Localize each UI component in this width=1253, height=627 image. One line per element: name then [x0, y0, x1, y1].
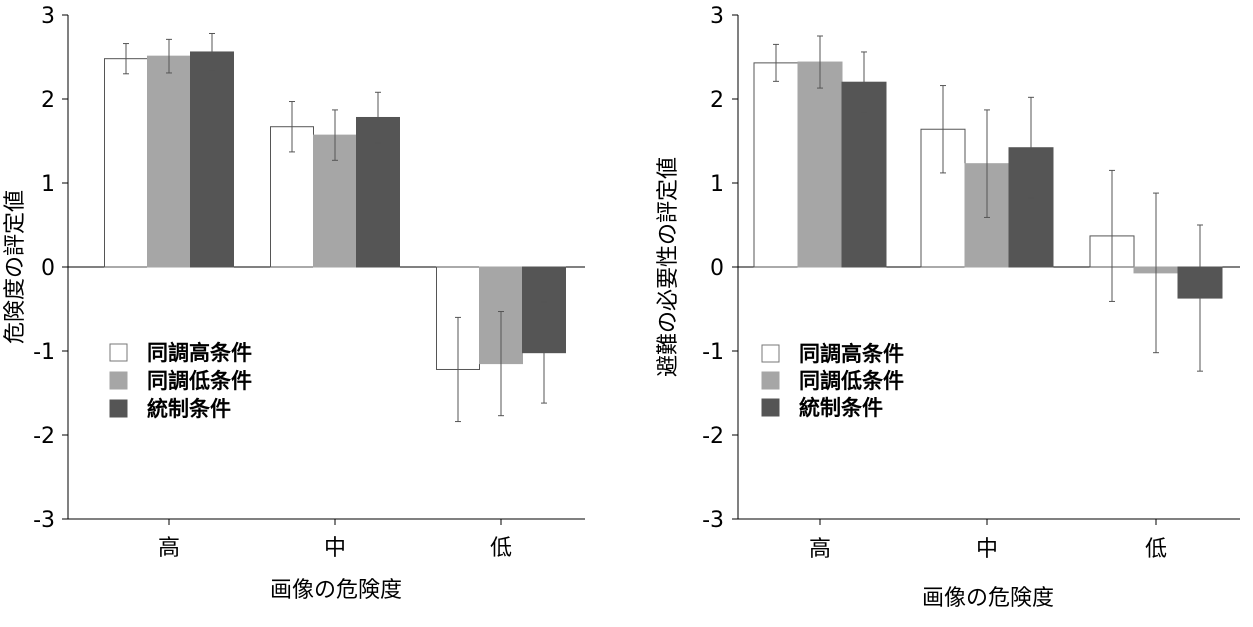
- legend-swatch: [109, 343, 128, 362]
- y-tick-label: -2: [702, 424, 724, 449]
- bar: [797, 61, 843, 268]
- y-axis-label: 危険度の評定値: [3, 190, 28, 344]
- legend-label: 同調高条件: [147, 341, 252, 365]
- x-tick-label: 低: [1145, 537, 1167, 562]
- legend-label: 同調低条件: [147, 369, 252, 393]
- x-tick-label: 低: [490, 536, 512, 561]
- y-tick-label: 3: [710, 4, 724, 29]
- legend-label: 統制条件: [147, 397, 231, 421]
- y-axis-label: 避難の必要性の評定値: [656, 157, 681, 377]
- y-tick-label: 3: [41, 4, 55, 29]
- x-tick-label: 高: [809, 537, 831, 562]
- y-tick-label: -2: [33, 424, 55, 449]
- y-tick-label: 0: [710, 256, 724, 281]
- bar: [147, 55, 191, 268]
- y-tick-label: -1: [702, 340, 724, 365]
- bar: [190, 51, 234, 268]
- legend-swatch: [109, 399, 128, 418]
- y-tick-label: 2: [710, 88, 724, 113]
- legend-swatch: [761, 398, 780, 417]
- y-tick-label: -3: [33, 508, 55, 533]
- y-tick-label: 0: [41, 256, 55, 281]
- x-tick-label: 中: [324, 536, 346, 561]
- y-tick-label: 1: [41, 172, 55, 197]
- bar: [841, 81, 887, 268]
- x-axis-label: 画像の危険度: [270, 578, 402, 603]
- bar: [356, 116, 400, 268]
- x-tick-label: 高: [158, 536, 180, 561]
- bar: [104, 58, 148, 268]
- chart-panel-evacuation-rating: -3 -2 -1 0 1 2 3 高 中 低画像の危険度 避難の必要性の評定値同調高条件同調低条件統…: [656, 4, 1240, 611]
- y-tick-label: 2: [41, 88, 55, 113]
- y-tick-label: -3: [702, 508, 724, 533]
- x-axis-label: 画像の危険度: [922, 586, 1054, 611]
- legend-swatch: [761, 344, 780, 363]
- y-tick-label: 1: [710, 172, 724, 197]
- bar: [753, 62, 799, 268]
- legend-label: 同調低条件: [799, 369, 904, 393]
- legend-label: 統制条件: [799, 396, 883, 420]
- y-tick-label: -1: [33, 340, 55, 365]
- x-tick-label: 中: [976, 537, 998, 562]
- legend-swatch: [761, 371, 780, 390]
- legend-label: 同調高条件: [799, 342, 904, 366]
- legend-swatch: [109, 371, 128, 390]
